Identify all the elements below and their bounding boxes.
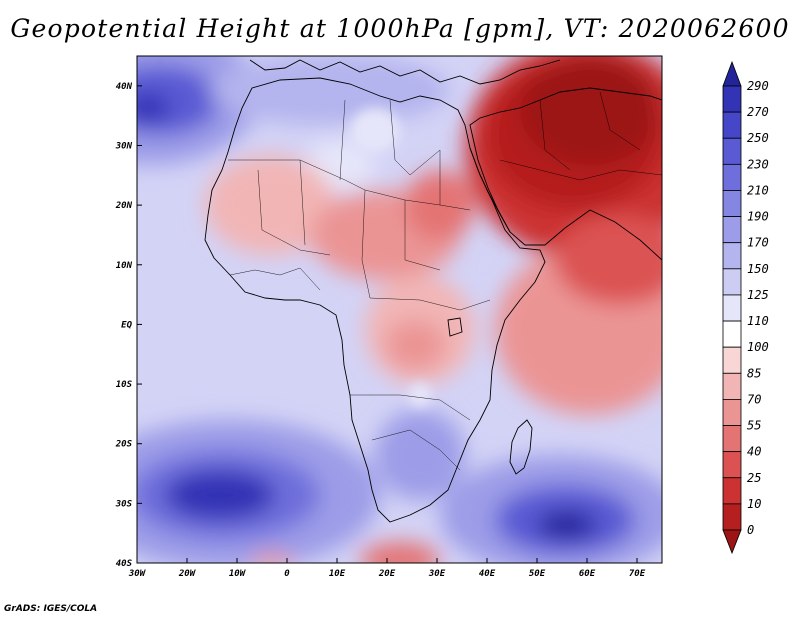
colorbar-swatch bbox=[722, 372, 742, 400]
x-tick-label: 20E bbox=[378, 569, 396, 579]
red-sea bbox=[469, 147, 511, 233]
colorbar-label: 170 bbox=[747, 236, 769, 250]
map-frame bbox=[136, 55, 663, 564]
y-tick-label: 10S bbox=[116, 380, 133, 390]
colorbar-label: 10 bbox=[747, 497, 761, 511]
y-tick-label: 20N bbox=[115, 201, 133, 211]
y-tick-label: 30S bbox=[115, 499, 133, 509]
colorbar-label: 150 bbox=[747, 262, 769, 276]
x-tick-label: 10W bbox=[229, 569, 247, 579]
colorbar-label: 40 bbox=[747, 445, 761, 459]
colorbar-swatch bbox=[722, 503, 742, 531]
country-borders bbox=[228, 91, 662, 471]
x-tick-label: 30W bbox=[128, 569, 147, 579]
colorbar-bottom-arrow bbox=[722, 529, 742, 555]
x-tick-label: 60E bbox=[579, 569, 596, 579]
coastlines bbox=[204, 59, 662, 523]
colorbar-swatch bbox=[722, 477, 742, 505]
colorbar-label: 100 bbox=[747, 340, 769, 354]
y-tick-label: 10N bbox=[116, 261, 133, 271]
colorbar-label: 25 bbox=[747, 471, 761, 485]
colorbar-swatch bbox=[722, 425, 742, 453]
colorbar-label: 250 bbox=[747, 131, 769, 145]
x-tick-label: 30E bbox=[428, 569, 446, 579]
colorbar-swatch bbox=[722, 163, 742, 191]
colorbar-swatch bbox=[722, 137, 742, 165]
colorbar-label: 290 bbox=[747, 79, 769, 93]
lake-victoria bbox=[447, 317, 463, 337]
colorbar-label: 0 bbox=[747, 523, 754, 537]
colorbar-label: 110 bbox=[747, 314, 769, 328]
y-axis: 40N 30N 20N 10N EQ 10S 20S 30S 40S bbox=[115, 82, 142, 569]
x-axis: 30W 20W 10W 0 10E 20E 30E 40E 50E 60E 70E bbox=[128, 558, 646, 579]
colorbar-top-arrow bbox=[722, 60, 742, 87]
map-title: Geopotential Height at 1000hPa [gpm], VT… bbox=[10, 14, 790, 43]
colorbar-label: 55 bbox=[747, 419, 761, 433]
colorbar-swatch bbox=[722, 268, 742, 296]
colorbar-swatch bbox=[722, 346, 742, 374]
colorbar-label: 210 bbox=[747, 183, 769, 197]
madagascar-coastline bbox=[509, 419, 533, 475]
colorbar-swatch bbox=[722, 111, 742, 139]
colorbar-label: 270 bbox=[747, 105, 769, 119]
colorbar-swatch bbox=[722, 216, 742, 244]
x-tick-label: 40E bbox=[479, 569, 496, 579]
height-field bbox=[137, 56, 662, 563]
colorbar-swatch bbox=[722, 190, 742, 217]
europe-coastline bbox=[249, 59, 561, 85]
colorbar-swatch bbox=[722, 320, 742, 348]
colorbar-label: 190 bbox=[747, 210, 769, 224]
grads-credit: GrADS: IGES/COLA bbox=[4, 604, 98, 614]
x-tick-label: 10E bbox=[329, 569, 346, 579]
y-tick-label: 30N bbox=[115, 141, 133, 151]
y-tick-label: 40N bbox=[116, 82, 133, 92]
colorbar-label: 70 bbox=[747, 392, 761, 406]
x-tick-label: 70E bbox=[629, 569, 646, 579]
colorbar-label: 125 bbox=[747, 288, 769, 302]
y-tick-label: 40S bbox=[116, 559, 133, 569]
y-tick-label: 20S bbox=[115, 440, 133, 450]
colorbar-label: 85 bbox=[747, 366, 761, 380]
colorbar-label: 230 bbox=[747, 157, 769, 171]
colorbar-swatch bbox=[722, 399, 742, 426]
colorbar: 2902702502302101901701501251101008570554… bbox=[722, 60, 769, 555]
africa-coastline bbox=[204, 77, 546, 523]
x-tick-label: 50E bbox=[529, 569, 546, 579]
y-tick-label: EQ bbox=[121, 320, 132, 330]
x-tick-label: 20W bbox=[178, 569, 197, 579]
colorbar-swatch bbox=[722, 294, 742, 322]
colorbar-swatch bbox=[722, 451, 742, 479]
x-tick-label: 0 bbox=[284, 569, 290, 579]
colorbar-swatch bbox=[722, 242, 742, 270]
colorbar-swatch bbox=[722, 85, 742, 113]
